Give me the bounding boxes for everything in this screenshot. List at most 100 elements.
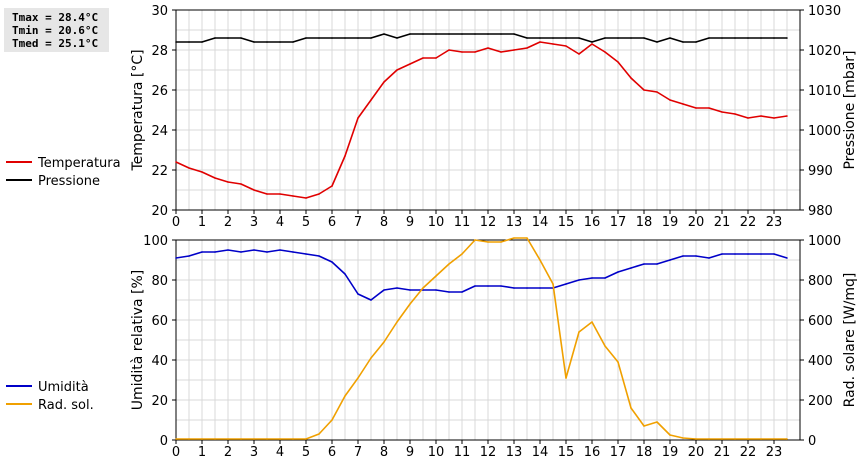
data-point-pressione [175, 41, 177, 43]
data-point-rad-sol [370, 357, 372, 359]
data-point-pressione [240, 37, 242, 39]
data-point-pressione [604, 37, 606, 39]
data-point-rad-sol [383, 341, 385, 343]
data-point-temperatura [253, 189, 255, 191]
data-point-rad-sol [357, 377, 359, 379]
data-point-temperatura [747, 117, 749, 119]
data-point-pressione [786, 37, 788, 39]
x-tick-label: 13 [506, 215, 523, 230]
x-tick-label: 23 [766, 215, 783, 230]
data-point-umidit [747, 253, 749, 255]
data-point-pressione [552, 37, 554, 39]
data-point-umidit [318, 255, 320, 257]
data-point-umidit [669, 259, 671, 261]
data-point-umidit [370, 299, 372, 301]
data-point-temperatura [396, 69, 398, 71]
data-point-pressione [344, 37, 346, 39]
data-point-temperatura [539, 41, 541, 43]
data-point-pressione [461, 33, 463, 35]
y-left-tick-label: 40 [151, 354, 168, 369]
data-point-rad-sol [487, 241, 489, 243]
data-point-umidit [773, 253, 775, 255]
x-tick-label: 23 [766, 445, 783, 460]
data-point-umidit [578, 279, 580, 281]
data-point-rad-sol [240, 438, 242, 440]
y-left-tick-label: 30 [151, 4, 168, 19]
x-tick-label: 5 [302, 215, 310, 230]
data-point-umidit [305, 253, 307, 255]
data-point-temperatura [240, 183, 242, 185]
x-tick-label: 20 [688, 445, 705, 460]
y-left-tick-label: 24 [151, 124, 168, 139]
data-point-rad-sol [578, 331, 580, 333]
x-tick-label: 0 [172, 445, 180, 460]
y-right-tick-label: 1010 [808, 84, 841, 99]
data-point-temperatura [266, 193, 268, 195]
y-left-tick-label: 20 [151, 204, 168, 219]
data-point-umidit [760, 253, 762, 255]
legend-label-temperatura: Temperatura [37, 156, 121, 171]
data-point-rad-sol [617, 361, 619, 363]
data-point-umidit [695, 255, 697, 257]
data-point-pressione [578, 37, 580, 39]
data-point-rad-sol [461, 253, 463, 255]
y-right-axis-title: Pressione [mbar] [842, 50, 858, 169]
data-point-umidit [539, 287, 541, 289]
data-point-pressione [500, 33, 502, 35]
data-point-temperatura [175, 161, 177, 163]
data-point-rad-sol [331, 419, 333, 421]
y-left-tick-label: 100 [143, 234, 168, 249]
x-tick-label: 4 [276, 215, 284, 230]
data-point-temperatura [760, 115, 762, 117]
data-point-umidit [682, 255, 684, 257]
data-point-umidit [617, 271, 619, 273]
series-line-pressione [176, 33, 787, 43]
data-point-rad-sol [435, 275, 437, 277]
x-tick-label: 17 [610, 445, 627, 460]
y-right-tick-label: 990 [808, 164, 833, 179]
data-point-temperatura [682, 103, 684, 105]
data-point-temperatura [669, 99, 671, 101]
data-point-pressione [422, 33, 424, 35]
data-point-rad-sol [513, 237, 515, 239]
x-tick-label: 13 [506, 445, 523, 460]
stats-box: Tmax = 28.4°C Tmin = 20.6°C Tmed = 25.1°… [4, 8, 109, 52]
data-point-pressione [487, 33, 489, 35]
data-point-temperatura [474, 51, 476, 53]
data-point-umidit [526, 287, 528, 289]
data-point-rad-sol [279, 438, 281, 440]
data-point-umidit [175, 257, 177, 259]
y-left-axis-title: Temperatura [°C] [130, 49, 146, 171]
series-line-umidit [175, 249, 788, 301]
x-tick-label: 15 [558, 215, 575, 230]
data-point-umidit [409, 289, 411, 291]
data-point-temperatura [448, 49, 450, 51]
data-point-temperatura [708, 107, 710, 109]
series-line-rad-sol [176, 237, 787, 440]
y-left-tick-label: 20 [151, 394, 168, 409]
legend-label-rad-sol: Rad. sol. [38, 398, 94, 413]
data-point-pressione [721, 37, 723, 39]
data-point-temperatura [188, 167, 190, 169]
x-tick-label: 12 [480, 215, 497, 230]
data-point-temperatura [279, 193, 281, 195]
data-point-pressione [435, 33, 437, 35]
data-point-temperatura [513, 49, 515, 51]
x-tick-label: 8 [380, 215, 388, 230]
x-tick-label: 12 [480, 445, 497, 460]
data-point-temperatura [552, 43, 554, 45]
x-tick-label: 18 [636, 445, 653, 460]
data-point-umidit [240, 251, 242, 253]
data-point-pressione [201, 41, 203, 43]
data-point-umidit [253, 249, 255, 251]
data-point-umidit [591, 277, 593, 279]
x-tick-label: 4 [276, 445, 284, 460]
x-tick-label: 17 [610, 215, 627, 230]
data-point-temperatura [526, 47, 528, 49]
data-point-pressione [292, 41, 294, 43]
x-tick-label: 9 [406, 215, 414, 230]
data-point-temperatura [344, 155, 346, 157]
data-point-pressione [188, 41, 190, 43]
data-point-pressione [526, 37, 528, 39]
data-point-rad-sol [643, 425, 645, 427]
